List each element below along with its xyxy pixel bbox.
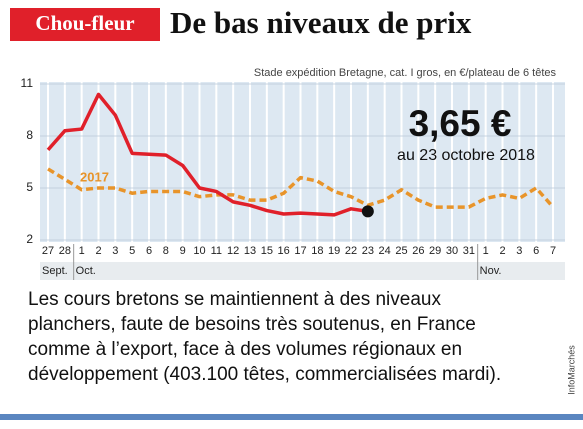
body-line: développement (403.100 têtes, commercial… xyxy=(28,364,501,385)
x-tick-label: 11 xyxy=(211,245,222,257)
subtitle: Stade expédition Bretagne, cat. I gros, … xyxy=(254,67,557,79)
x-tick-label: 31 xyxy=(463,245,475,257)
label: Chou-fleur xyxy=(35,11,134,35)
x-tick-label: 8 xyxy=(163,245,169,257)
x-tick-label: 17 xyxy=(294,245,306,257)
plot-bg xyxy=(40,82,565,242)
x-tick-label: 27 xyxy=(42,245,54,257)
x-tick-label: 22 xyxy=(345,245,357,257)
month-label: Oct. xyxy=(76,265,96,277)
x-tick-label: 18 xyxy=(311,245,323,257)
body-line: planchers, faute de besoins très soutenu… xyxy=(28,314,476,335)
x-tick-label: 28 xyxy=(59,245,71,257)
month-label: Nov. xyxy=(480,265,502,277)
x-tick-label: 23 xyxy=(362,245,374,257)
x-tick-label: 12 xyxy=(227,245,239,257)
x-tick-label: 30 xyxy=(446,245,458,257)
x-tick-label: 3 xyxy=(112,245,118,257)
month-band xyxy=(40,262,565,280)
x-tick-label: 6 xyxy=(533,245,539,257)
label-box xyxy=(10,8,160,41)
series-line xyxy=(47,167,555,209)
body-line: comme à l’export, face à des volumes rég… xyxy=(28,339,462,360)
month-label: Sept. xyxy=(42,265,68,277)
body-line: Les cours bretons se maintiennent à des … xyxy=(28,289,441,310)
y-tick-label: 11 xyxy=(21,76,34,90)
x-tick-label: 19 xyxy=(328,245,340,257)
x-tick-label: 1 xyxy=(79,245,85,257)
series-label: 2017 xyxy=(80,169,109,184)
x-tick-label: 1 xyxy=(483,245,489,257)
y-tick-label: 8 xyxy=(26,128,33,142)
x-tick-label: 2 xyxy=(95,245,101,257)
x-tick-label: 10 xyxy=(193,245,205,257)
x-tick-label: 15 xyxy=(261,245,273,257)
x-tick-label: 29 xyxy=(429,245,441,257)
x-tick-label: 9 xyxy=(180,245,186,257)
x-tick-label: 2 xyxy=(499,245,505,257)
x-tick-label: 24 xyxy=(379,245,391,257)
x-tick-label: 16 xyxy=(278,245,290,257)
x-tick-label: 5 xyxy=(129,245,135,257)
x-tick-label: 6 xyxy=(146,245,152,257)
x-tick-label: 25 xyxy=(395,245,407,257)
y-tick-label: 5 xyxy=(26,180,33,194)
x-tick-label: 13 xyxy=(244,245,256,257)
chart-title: De bas niveaux de prix xyxy=(170,5,472,40)
bottom-rule xyxy=(0,414,583,420)
x-tick-label: 3 xyxy=(516,245,522,257)
y-tick-label: 2 xyxy=(26,232,33,246)
series-line xyxy=(46,92,369,217)
x-tick-label: 7 xyxy=(550,245,556,257)
latest-point xyxy=(361,205,374,218)
x-tick-label: 26 xyxy=(412,245,424,257)
annotation-value: 3,65 € xyxy=(409,103,512,144)
credit: InfoMarchés xyxy=(566,345,576,395)
annotation-text: au 23 octobre 2018 xyxy=(397,147,535,164)
